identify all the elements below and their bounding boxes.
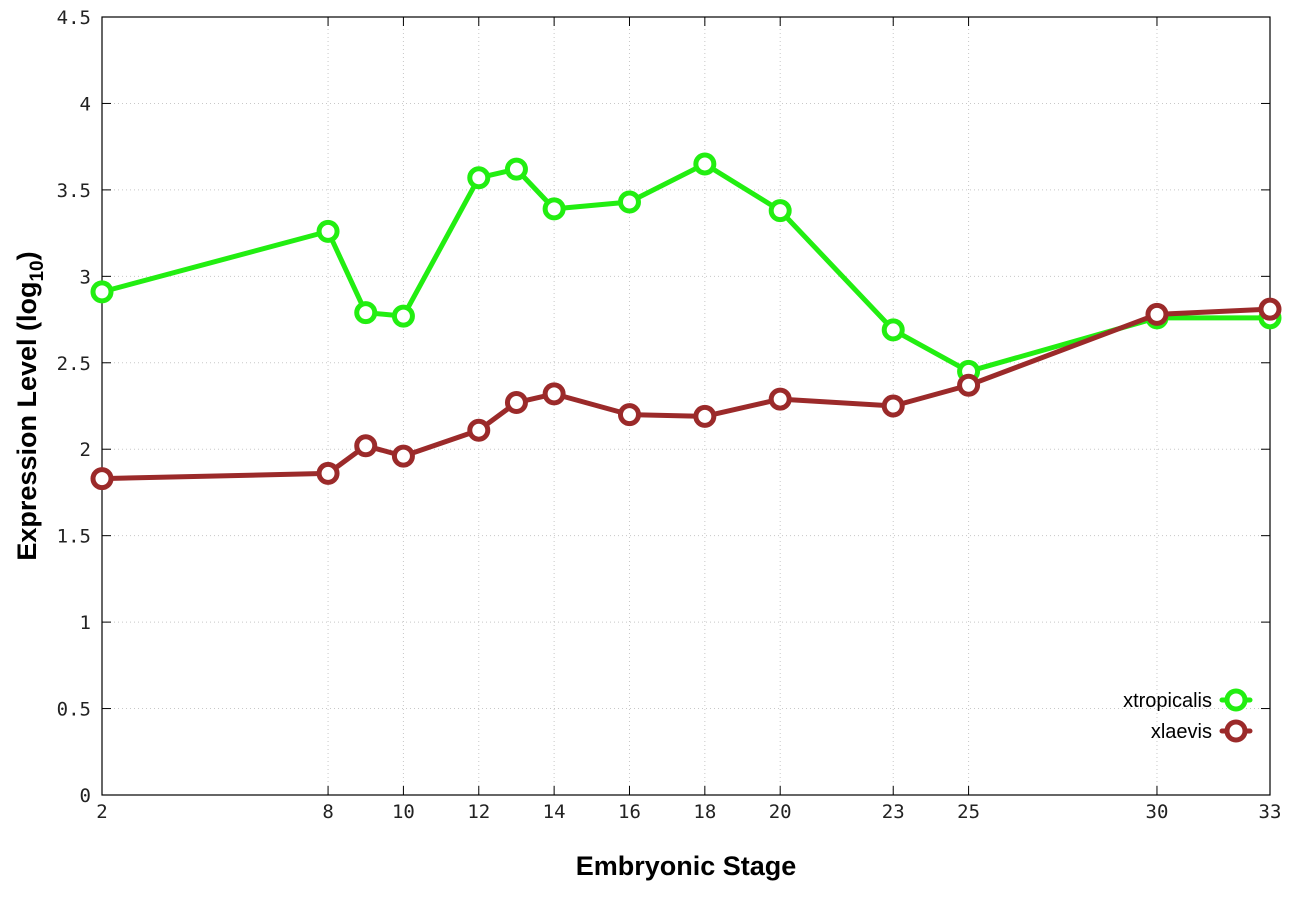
y-tick-label: 4 bbox=[80, 93, 91, 115]
data-point-xtropicalis bbox=[354, 301, 378, 325]
axis-ticks: 0 0.5 1 1.5 2 2.5 3 3.5 4 4.5 2 8 10 12 14 16 18 20 23 25 30… bbox=[57, 7, 1282, 823]
x-tick-label: 18 bbox=[693, 801, 716, 823]
series-layer bbox=[90, 152, 1282, 491]
legend: xtropicalis xlaevis bbox=[1123, 688, 1253, 743]
data-point-xlaevis bbox=[542, 382, 566, 406]
data-point-xlaevis bbox=[391, 444, 415, 468]
grid bbox=[102, 17, 1270, 795]
data-point-xlaevis bbox=[957, 373, 981, 397]
data-point-xtropicalis bbox=[542, 197, 566, 221]
x-tick-label: 12 bbox=[467, 801, 490, 823]
x-tick-label: 14 bbox=[543, 801, 566, 823]
data-point-xtropicalis bbox=[316, 219, 340, 243]
x-tick-label: 33 bbox=[1259, 801, 1282, 823]
series-xtropicalis bbox=[90, 152, 1282, 383]
data-point-xtropicalis bbox=[90, 280, 114, 304]
legend-label-xtropicalis: xtropicalis bbox=[1123, 690, 1212, 712]
data-point-xlaevis bbox=[693, 404, 717, 428]
y-axis-title-close: ) bbox=[12, 251, 42, 260]
data-point-xtropicalis bbox=[504, 157, 528, 181]
y-axis-title-subscript: 10 bbox=[27, 260, 48, 281]
data-point-xlaevis bbox=[768, 387, 792, 411]
y-tick-label: 3 bbox=[80, 266, 91, 288]
y-axis-title: Expression Level (log10) bbox=[12, 251, 48, 560]
y-tick-label: 0 bbox=[80, 785, 91, 807]
plot-frame bbox=[101, 16, 1271, 796]
data-point-xtropicalis bbox=[881, 318, 905, 342]
y-tick-label: 2.5 bbox=[57, 353, 91, 375]
x-tick-label: 16 bbox=[618, 801, 641, 823]
data-point-xtropicalis bbox=[693, 152, 717, 176]
series-xlaevis bbox=[90, 297, 1282, 491]
data-point-xlaevis bbox=[316, 461, 340, 485]
legend-marker-xlaevis bbox=[1224, 719, 1248, 743]
x-tick-label: 20 bbox=[769, 801, 792, 823]
legend-label-xlaevis: xlaevis bbox=[1151, 721, 1212, 743]
data-point-xlaevis bbox=[504, 391, 528, 415]
x-tick-label: 8 bbox=[322, 801, 333, 823]
data-point-xlaevis bbox=[90, 467, 114, 491]
legend-marker-xtropicalis bbox=[1224, 688, 1248, 712]
y-tick-label: 1 bbox=[80, 612, 91, 634]
data-point-xlaevis bbox=[467, 418, 491, 442]
data-point-xtropicalis bbox=[768, 199, 792, 223]
y-tick-label: 1.5 bbox=[57, 526, 91, 548]
x-tick-label: 2 bbox=[96, 801, 107, 823]
data-point-xlaevis bbox=[1145, 302, 1169, 326]
x-axis-title: Embryonic Stage bbox=[576, 851, 797, 881]
data-point-xlaevis bbox=[1258, 297, 1282, 321]
y-tick-label: 3.5 bbox=[57, 180, 91, 202]
data-point-xtropicalis bbox=[467, 166, 491, 190]
data-point-xlaevis bbox=[354, 434, 378, 458]
x-tick-label: 25 bbox=[957, 801, 980, 823]
x-tick-label: 23 bbox=[882, 801, 905, 823]
x-tick-label: 10 bbox=[392, 801, 415, 823]
y-axis-title-main: Expression Level (log bbox=[12, 282, 42, 561]
y-tick-label: 2 bbox=[80, 439, 91, 461]
data-point-xlaevis bbox=[617, 403, 641, 427]
y-tick-label: 0.5 bbox=[57, 699, 91, 721]
data-point-xlaevis bbox=[881, 394, 905, 418]
data-point-xtropicalis bbox=[391, 304, 415, 328]
y-tick-label: 4.5 bbox=[57, 7, 91, 29]
data-point-xtropicalis bbox=[617, 190, 641, 214]
x-tick-label: 30 bbox=[1146, 801, 1169, 823]
